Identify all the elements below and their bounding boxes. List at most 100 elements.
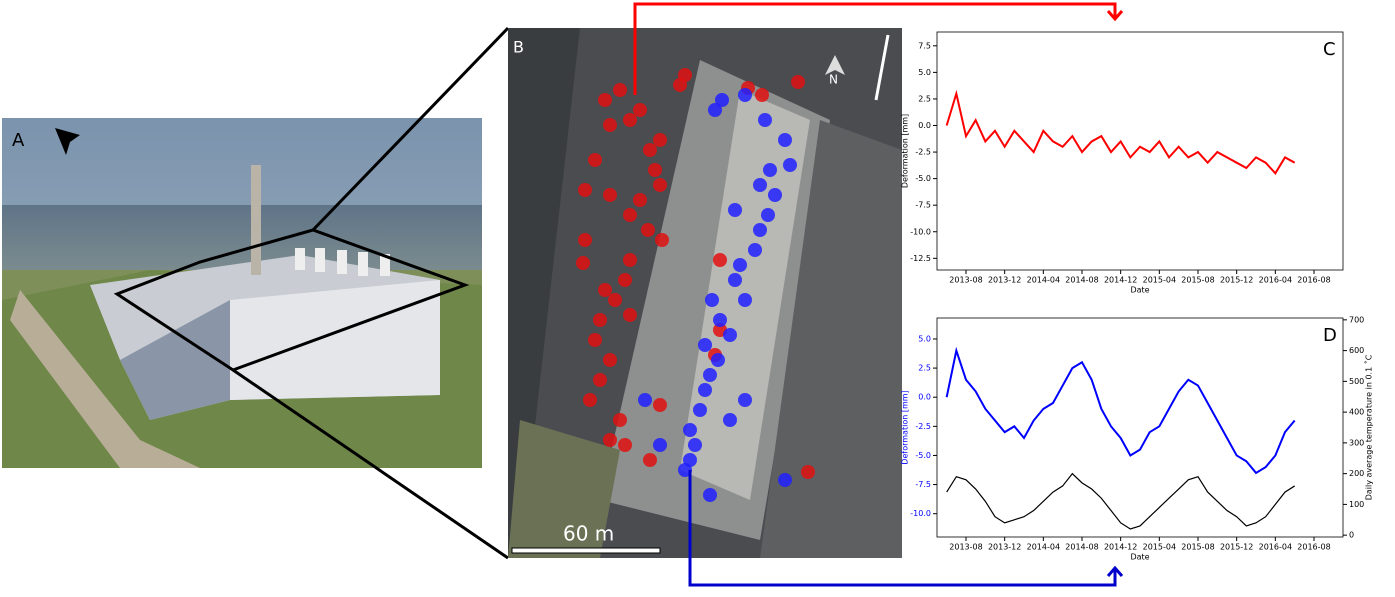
x-tick-label: 2014-04: [1027, 276, 1060, 285]
site-dot: [593, 373, 607, 387]
site-dot: [778, 473, 792, 487]
site-dot: [618, 273, 632, 287]
site-dot: [723, 328, 737, 342]
site-dot: [578, 183, 592, 197]
site-dot: [761, 208, 775, 222]
site-dot: [588, 333, 602, 347]
site-dot: [598, 93, 612, 107]
site-dot: [728, 273, 742, 287]
site-dot: [738, 393, 752, 407]
site-dot: [633, 193, 647, 207]
site-dot: [673, 78, 687, 92]
north-label: N: [829, 73, 838, 87]
x-tick-label: 2015-08: [1181, 543, 1214, 552]
y-tick-label: -2.5: [915, 422, 931, 431]
site-dot: [638, 393, 652, 407]
y-tick-label: 5.0: [918, 68, 931, 77]
y-tick-label: 7.5: [918, 41, 931, 50]
y-tick-label: -10.0: [910, 509, 931, 518]
site-dot: [618, 438, 632, 452]
photo-a: A: [2, 118, 482, 468]
site-dot: [711, 353, 725, 367]
site-dot: [703, 368, 717, 382]
data-line: [947, 351, 1295, 473]
y2-tick-label: 200: [1349, 469, 1364, 478]
y2-tick-label: 0: [1349, 531, 1354, 540]
y2-tick-label: 400: [1349, 408, 1364, 417]
x-tick-label: 2016-04: [1259, 276, 1292, 285]
x-tick-label: 2014-04: [1027, 543, 1060, 552]
site-dot: [683, 423, 697, 437]
panel-label: B: [513, 38, 524, 57]
y-tick-label: -2.5: [915, 148, 931, 157]
site-dot: [653, 398, 667, 412]
site-dot: [768, 188, 782, 202]
site-dot: [613, 83, 627, 97]
y-tick-label: -5.0: [915, 174, 931, 183]
site-dot: [738, 293, 752, 307]
figure: A 60 m B N 7.5 5.0 2.5 0.0 -2.5 -5.0 -7.5 -10.0…: [0, 0, 1395, 593]
site-dot: [738, 88, 752, 102]
site-dot: [598, 283, 612, 297]
site-dot: [603, 433, 617, 447]
site-dot: [623, 253, 637, 267]
site-dot: [733, 258, 747, 272]
site-dot: [603, 118, 617, 132]
x-tick-label: 2015-04: [1143, 276, 1176, 285]
x-tick-label: 2014-12: [1104, 276, 1137, 285]
site-dot: [728, 203, 742, 217]
site-dot: [643, 453, 657, 467]
site-dot: [708, 103, 722, 117]
site-dot: [633, 103, 647, 117]
site-dot: [763, 163, 777, 177]
x-tick-label: 2014-12: [1104, 543, 1137, 552]
panel-label: C: [1323, 39, 1336, 60]
x-tick-label: 2015-12: [1220, 543, 1253, 552]
scale-label: 60 m: [563, 522, 614, 546]
x-tick-label: 2015-04: [1143, 543, 1176, 552]
site-dot: [623, 208, 637, 222]
x-tick-label: 2014-08: [1065, 543, 1098, 552]
y-tick-label: 0.0: [918, 121, 931, 130]
x-tick-label: 2015-08: [1181, 276, 1214, 285]
y2-tick-label: 100: [1349, 500, 1364, 509]
x-axis-label: Date: [1130, 286, 1149, 295]
panel-label: D: [1323, 325, 1337, 346]
plot-frame: [937, 32, 1343, 270]
site-dot: [705, 293, 719, 307]
site-dot: [778, 133, 792, 147]
site-dot: [603, 188, 617, 202]
x-tick-label: 2013-12: [988, 543, 1021, 552]
data-line: [947, 474, 1295, 529]
site-dot: [648, 163, 662, 177]
site-dot: [613, 413, 627, 427]
site-dot: [723, 413, 737, 427]
y-axis-label: Deformation [mm]: [901, 390, 910, 464]
site-dot: [783, 158, 797, 172]
site-dot: [653, 438, 667, 452]
site-dot: [608, 293, 622, 307]
y-tick-label: -7.5: [915, 201, 931, 210]
site-dot: [588, 153, 602, 167]
site-dot: [693, 403, 707, 417]
site-dot: [688, 438, 702, 452]
site-dot: [603, 353, 617, 367]
y-tick-label: -12.5: [910, 254, 931, 263]
plot-frame: [937, 318, 1343, 537]
site-dot: [753, 178, 767, 192]
y-tick-label: 2.5: [918, 364, 931, 373]
site-dot: [755, 88, 769, 102]
y-tick-label: 5.0: [918, 334, 931, 343]
satellite-image: 60 m B N: [508, 28, 902, 558]
site-dot: [698, 383, 712, 397]
site-dot: [655, 233, 669, 247]
site-dot: [791, 75, 805, 89]
y2-tick-label: 300: [1349, 438, 1364, 447]
data-line: [947, 94, 1295, 174]
site-dot: [713, 253, 727, 267]
site-dot: [583, 393, 597, 407]
site-dot: [753, 223, 767, 237]
y2-tick-label: 500: [1349, 377, 1364, 386]
site-dot: [623, 113, 637, 127]
y2-tick-label: 600: [1349, 346, 1364, 355]
